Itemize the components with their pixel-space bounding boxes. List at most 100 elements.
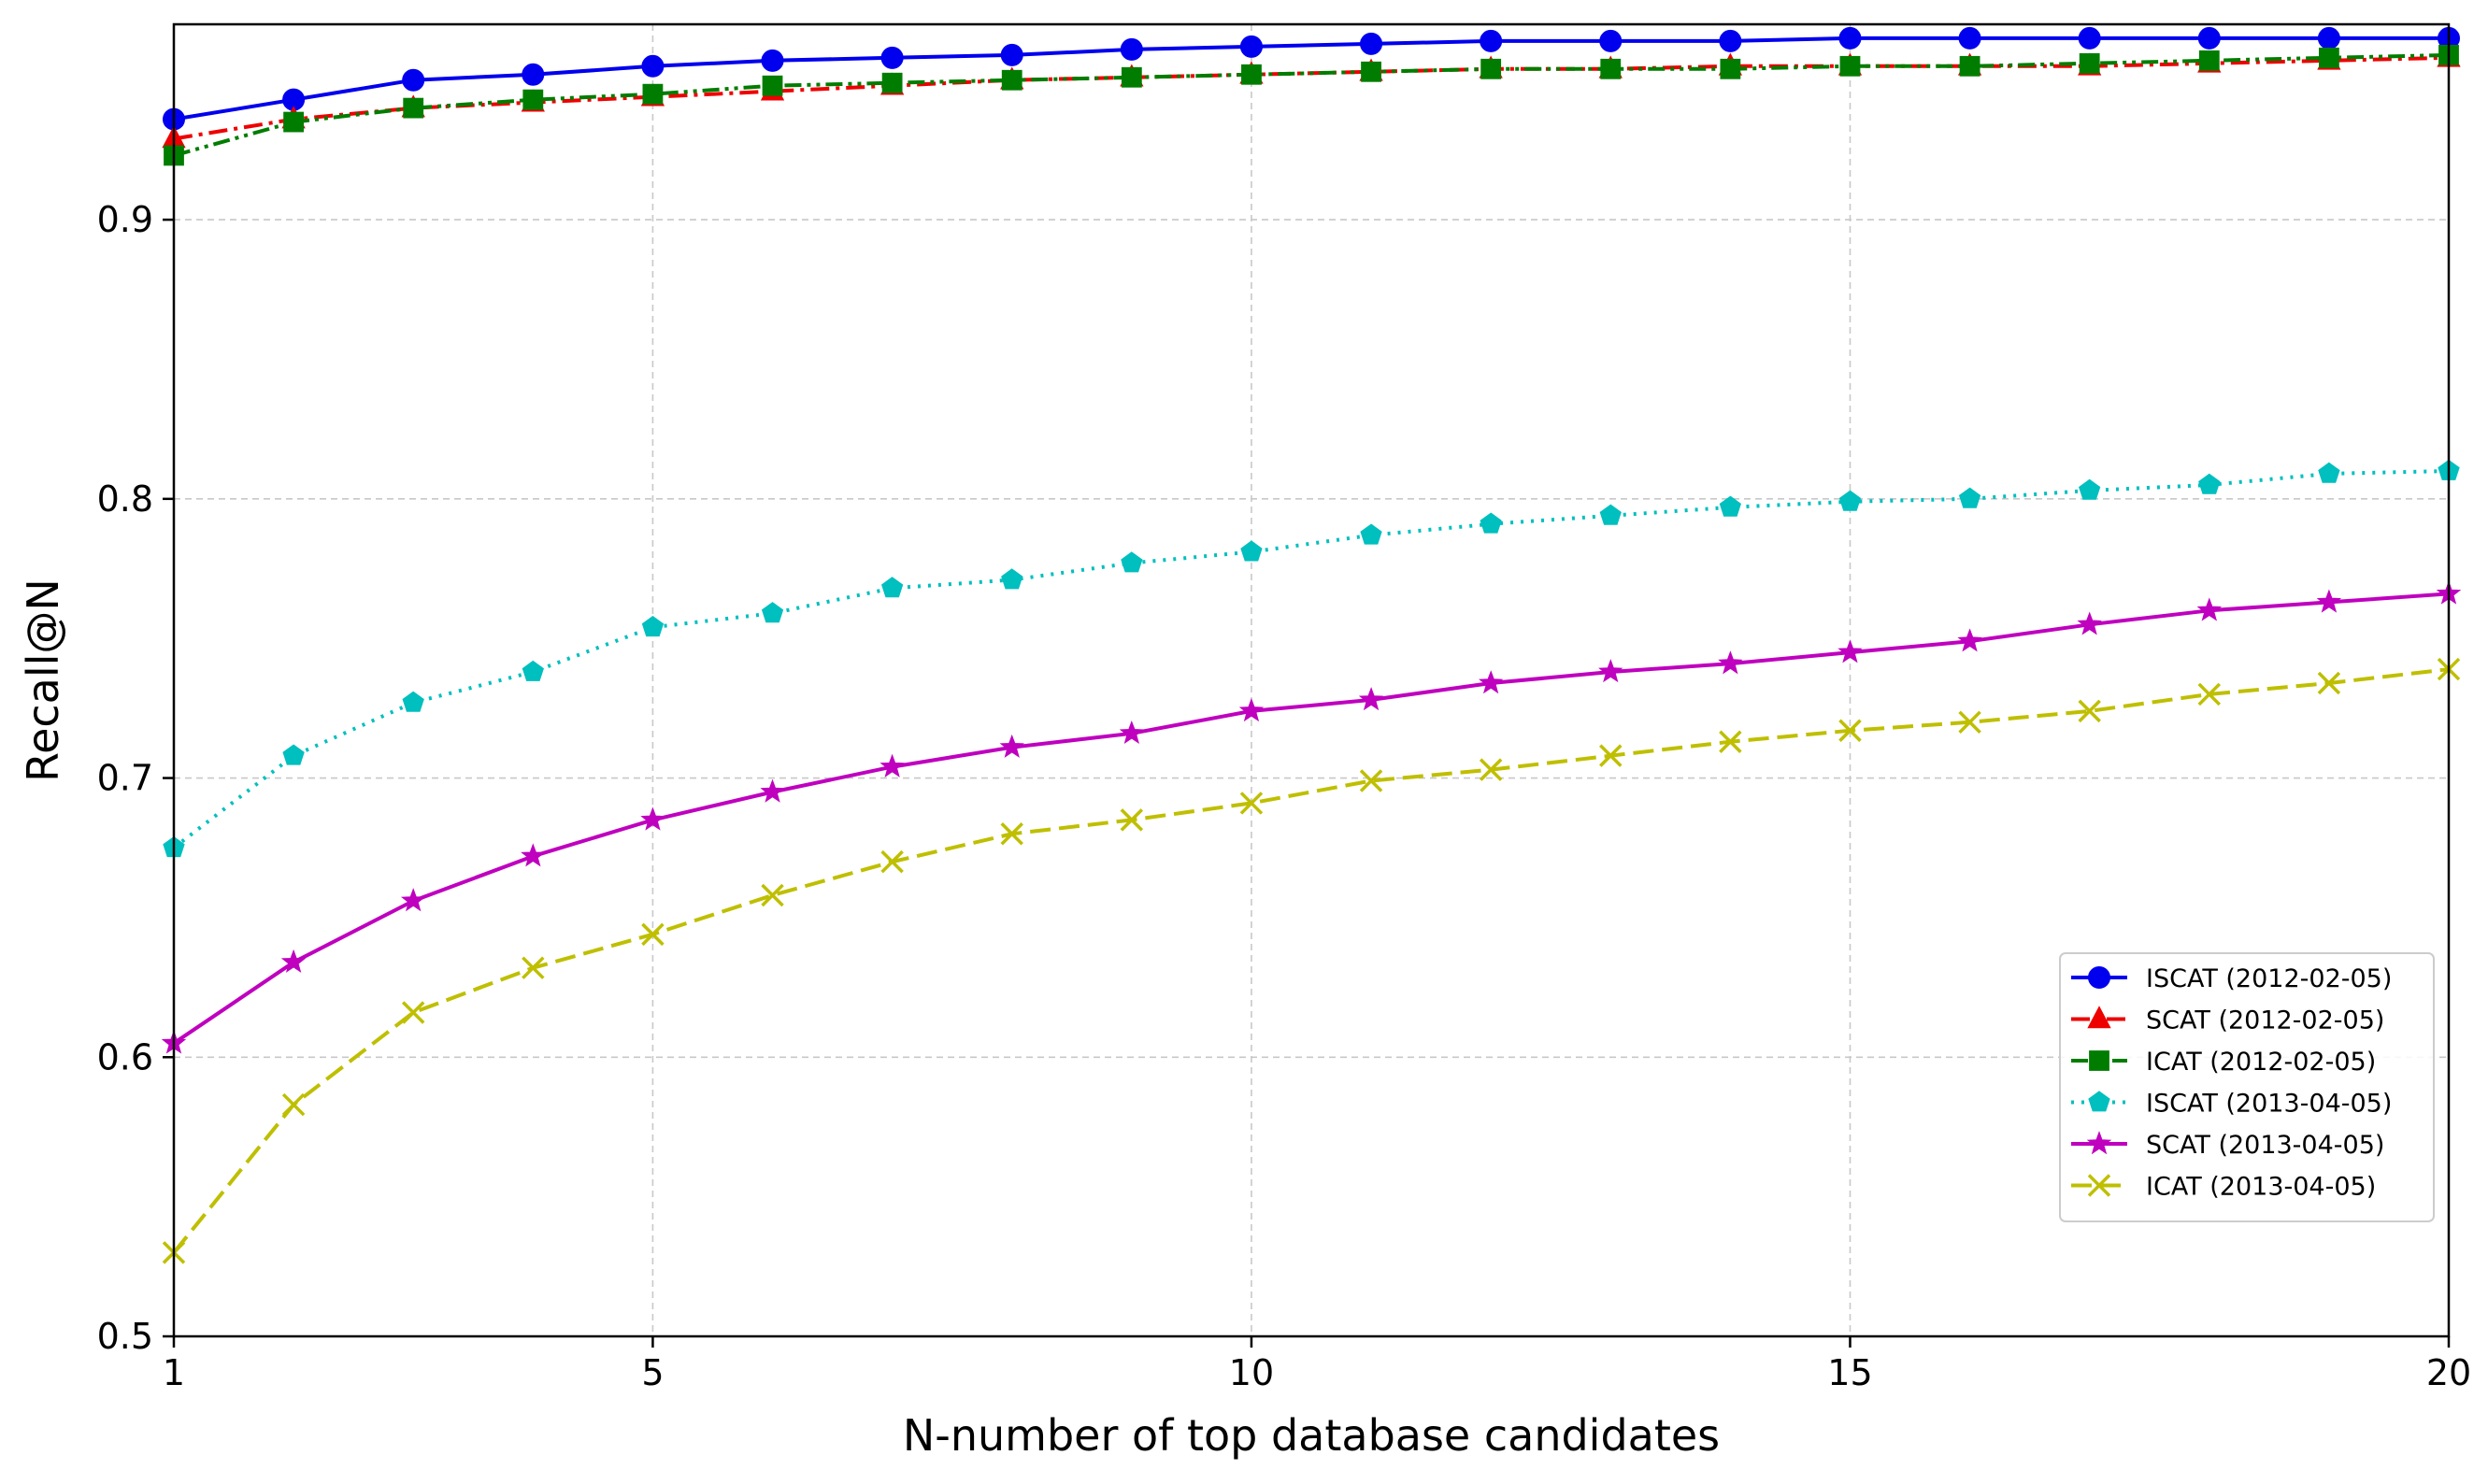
data-point [522,660,544,681]
data-point [1001,69,1022,91]
data-point [1480,29,1503,52]
data-point [1119,720,1145,745]
data-point [522,956,545,979]
data-point [1600,58,1622,79]
x-tick-label: 15 [1827,1352,1872,1393]
data-point [1480,58,1502,79]
data-point [1959,55,1980,77]
data-point [641,54,665,78]
data-point [1958,487,1981,508]
data-point [879,753,905,778]
data-point [1240,540,1263,562]
data-point [2077,611,2102,635]
data-point [880,46,904,69]
data-point [1360,32,1383,55]
data-point [1361,61,1381,82]
x-tick-label: 1 [163,1352,185,1393]
y-axis-label: Recall@N [18,578,68,782]
data-point [281,1092,306,1117]
data-point [1957,628,1982,652]
data-point [640,806,665,831]
legend-label: ICAT (2013-04-05) [2146,1173,2376,1202]
data-point [1359,769,1383,792]
data-point [1239,792,1264,815]
data-point [642,83,664,105]
data-point [283,111,305,133]
data-point [400,888,426,912]
legend-label: SCAT (2013-04-05) [2146,1131,2384,1160]
y-tick-label: 0.7 [97,758,153,799]
data-point [2197,26,2221,50]
data-point [1599,29,1623,52]
series-0 [163,26,2460,131]
data-point [762,75,783,96]
x-axis-label: N-number of top database candidates [903,1410,1720,1461]
data-point [2198,50,2220,71]
series-line [172,469,2450,849]
data-point [402,691,424,712]
data-point [1598,659,1623,683]
data-point [1838,719,1862,743]
series-line [173,52,2450,158]
data-point [1838,26,1862,50]
x-tick-label: 5 [641,1352,664,1393]
data-point [2079,52,2100,74]
legend-entry: ISCAT (2013-04-05) [2071,1090,2392,1119]
series-2 [164,44,2459,166]
data-point [641,922,665,947]
data-point [1120,808,1144,832]
data-point [1358,687,1384,711]
data-point [1000,43,1023,66]
series-line [172,667,2450,1254]
data-point [1837,639,1863,664]
y-tick-label: 0.9 [97,199,153,240]
data-point [402,68,425,92]
data-point [760,778,785,803]
data-point [761,883,784,907]
legend-marker [2088,966,2110,989]
legend-label: SCAT (2012-02-05) [2146,1006,2384,1035]
data-point [2078,26,2101,50]
data-point [1479,758,1503,781]
data-point [1719,29,1742,52]
series-line [173,55,2450,141]
data-point [1001,568,1023,590]
data-point [641,615,665,637]
legend-marker [2086,1131,2112,1155]
plot-area-frame [172,22,2451,1338]
data-point [2078,699,2101,723]
data-point [1720,58,1741,79]
data-point [2317,26,2340,50]
data-point [2316,589,2342,613]
data-point [1241,64,1262,85]
data-point [282,744,305,765]
x-tick-label: 20 [2426,1352,2471,1393]
data-point [403,97,424,119]
data-point [2318,47,2339,68]
data-point [1719,730,1742,753]
data-point [2317,671,2341,695]
data-point [1120,37,1143,61]
data-point [1718,650,1743,675]
y-tick-label: 0.5 [97,1316,153,1357]
data-point [761,49,784,72]
data-point [522,89,544,110]
legend-entry: ICAT (2013-04-05) [2071,1173,2376,1202]
data-point [2198,473,2221,494]
data-point [2318,462,2340,483]
data-point [1839,55,1861,77]
legend-marker [2089,1050,2109,1071]
data-point [880,849,904,874]
legend-marker [2087,1006,2111,1029]
data-point [1719,495,1741,517]
legend-entry: ISCAT (2012-02-05) [2071,964,2392,993]
data-point [1599,744,1623,767]
data-point [401,1001,425,1024]
legend-marker [2088,1091,2110,1112]
data-point [1238,698,1265,722]
data-point [1958,26,1981,50]
series-line [172,592,2450,1045]
data-point [1239,35,1263,58]
data-point [1838,490,1862,511]
data-point [1000,822,1023,846]
